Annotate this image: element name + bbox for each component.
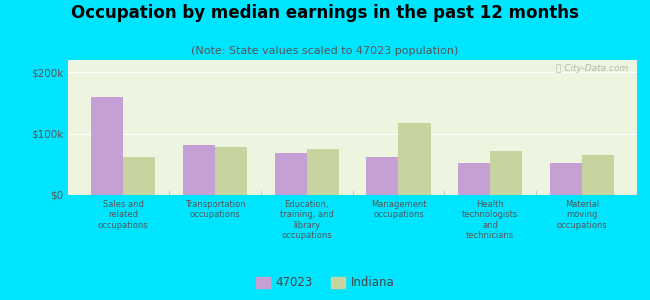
Text: Occupation by median earnings in the past 12 months: Occupation by median earnings in the pas… bbox=[71, 4, 579, 22]
Bar bbox=[582, 155, 614, 195]
Text: (Note: State values scaled to 47023 population): (Note: State values scaled to 47023 popu… bbox=[191, 46, 459, 56]
Bar bbox=[490, 151, 523, 195]
Bar bbox=[124, 157, 155, 195]
Bar bbox=[215, 147, 247, 195]
Bar bbox=[458, 163, 490, 195]
Legend: 47023, Indiana: 47023, Indiana bbox=[251, 272, 399, 294]
Bar bbox=[398, 123, 430, 195]
Bar bbox=[91, 97, 124, 195]
Text: ⓘ City-Data.com: ⓘ City-Data.com bbox=[556, 64, 629, 73]
Bar bbox=[275, 153, 307, 195]
Bar bbox=[183, 145, 215, 195]
Bar bbox=[307, 149, 339, 195]
Bar bbox=[367, 157, 398, 195]
Bar bbox=[550, 163, 582, 195]
